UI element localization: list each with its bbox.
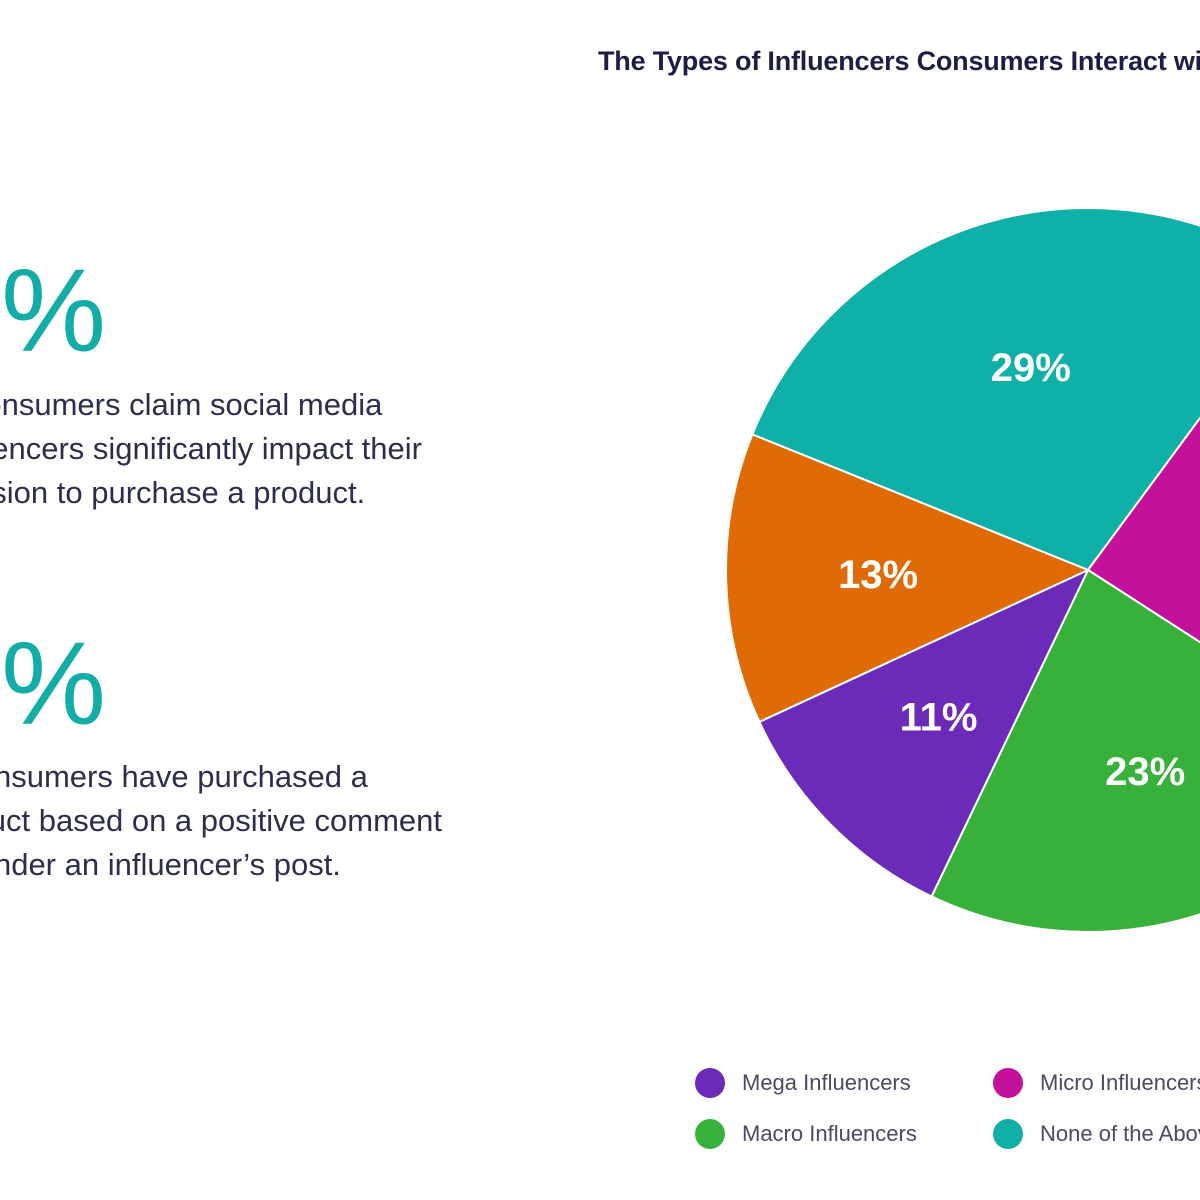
pie-slice-macro-influencers	[930, 568, 1200, 933]
legend-label: Macro Influencers	[742, 1121, 917, 1146]
stat-1-value: 71%	[0, 245, 106, 377]
pie-slice-micro-influencers	[1086, 416, 1200, 644]
pie-slice-label: 13%	[838, 553, 918, 597]
legend-swatch	[993, 1068, 1023, 1098]
pie-slice-mega-influencers	[758, 567, 1091, 898]
legend-label: Mega Influencers	[742, 1070, 911, 1095]
legend-swatch	[695, 1068, 725, 1098]
legend-swatch	[695, 1119, 725, 1149]
pie-slice-label: 23%	[1105, 750, 1185, 794]
pie-slice-label: 11%	[900, 695, 978, 739]
pie-slice-other	[724, 433, 1091, 724]
stat-2-description: of consumers have purchased a product ba…	[0, 759, 442, 882]
legend-swatch	[993, 1119, 1023, 1149]
stat-1-description: of consumers claim social media influenc…	[0, 387, 422, 510]
chart-title: The Types of Influencers Consumers Inter…	[598, 46, 1200, 76]
stat-2-value: 48%	[0, 618, 106, 750]
legend-label: None of the Above	[1040, 1121, 1200, 1146]
legend-label: Micro Influencers	[1040, 1070, 1200, 1095]
pie-slice-label: 29%	[991, 346, 1071, 390]
